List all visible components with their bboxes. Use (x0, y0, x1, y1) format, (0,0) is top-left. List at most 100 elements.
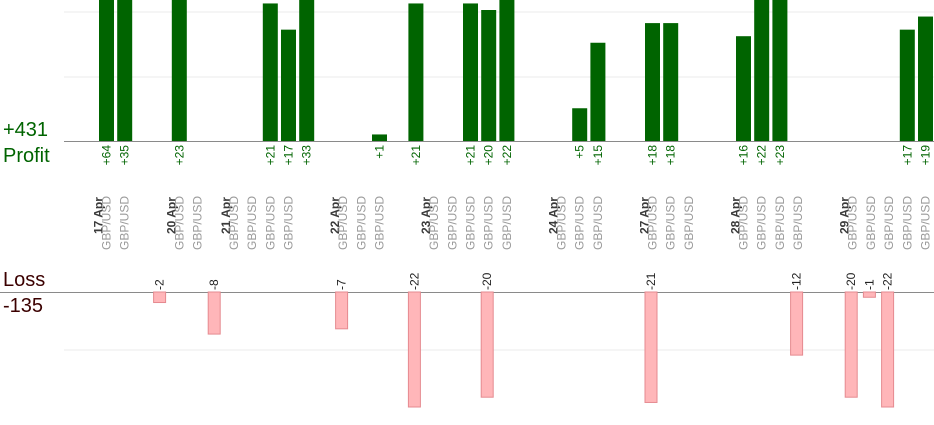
profit-bar (590, 42, 606, 141)
pair-label: GBP/USD (882, 196, 896, 250)
date-label: 20 Apr (164, 197, 178, 234)
date-label: 22 Apr (328, 197, 342, 234)
pair-label: GBP/USD (427, 196, 441, 250)
profit-value-label: +23 (773, 145, 787, 166)
pair-label: GBP/USD (172, 196, 186, 250)
loss-bar (644, 291, 658, 403)
profit-bar (499, 0, 515, 141)
pair-label: GBP/USD (773, 196, 787, 250)
loss-bar (407, 291, 421, 408)
pair-label: GBP/USD (591, 196, 605, 250)
loss-value-label: -7 (335, 279, 349, 290)
profit-bar (899, 29, 915, 141)
profit-total: +431 (3, 119, 49, 141)
profit-bar (772, 0, 788, 141)
loss-bar (881, 291, 895, 408)
pair-label: GBP/USD (227, 196, 241, 250)
profit-bar (262, 3, 278, 142)
pair-label: GBP/USD (646, 196, 660, 250)
profit-bar (463, 3, 478, 142)
loss-value-label: -2 (153, 279, 167, 290)
profit-value-label: +19 (919, 145, 933, 166)
profit-value-label: +16 (737, 145, 751, 166)
profit-bar (372, 134, 387, 141)
pair-label: GBP/USD (100, 196, 114, 250)
loss-title: Loss (3, 269, 46, 291)
loss-total: -135 (3, 295, 44, 317)
loss-value-label: -22 (881, 272, 895, 290)
date-label: 28 Apr (729, 197, 743, 234)
pair-label: GBP/USD (555, 196, 569, 250)
date-label: 17 Apr (92, 197, 106, 234)
profit-value-label: +21 (409, 145, 423, 166)
loss-bar (153, 291, 167, 304)
loss-bar (207, 291, 221, 335)
loss-value-label: -21 (644, 272, 658, 290)
loss-bar (790, 291, 804, 356)
profit-bar (299, 0, 315, 141)
profit-value-label: +23 (172, 145, 186, 166)
pair-label: GBP/USD (919, 196, 933, 250)
profit-bar (663, 23, 679, 142)
profit-value-label: +21 (263, 145, 277, 166)
pair-label: GBP/USD (900, 196, 914, 250)
pair-label: GBP/USD (864, 196, 878, 250)
profit-value-label: +22 (755, 145, 769, 166)
profit-value-label: +17 (282, 145, 296, 166)
profit-value-label: +1 (373, 145, 387, 159)
profit-value-label: +15 (591, 145, 605, 166)
pair-label: GBP/USD (445, 196, 459, 250)
profit-value-label: +64 (100, 145, 114, 166)
profit-bar (117, 0, 133, 141)
profit-value-label: +5 (573, 145, 587, 159)
pair-label: GBP/USD (191, 196, 205, 250)
profit-bar (645, 23, 660, 142)
pair-label: GBP/USD (664, 196, 678, 250)
pair-label: GBP/USD (791, 196, 805, 250)
profit-bar (281, 29, 296, 141)
pair-label: GBP/USD (755, 196, 769, 250)
pair-label: GBP/USD (464, 196, 478, 250)
loss-bar (862, 291, 876, 298)
pair-label: GBP/USD (682, 196, 696, 250)
loss-value-label: -20 (480, 272, 494, 290)
date-label: 29 Apr (838, 197, 852, 234)
profit-value-label: +20 (482, 145, 496, 166)
date-label: 21 Apr (219, 197, 233, 234)
profit-value-label: +18 (664, 145, 678, 166)
pair-label: GBP/USD (482, 196, 496, 250)
pair-label: GBP/USD (336, 196, 350, 250)
pair-label: GBP/USD (846, 196, 860, 250)
profit-bar (408, 3, 424, 142)
pair-label: GBP/USD (354, 196, 368, 250)
loss-value-label: -12 (790, 272, 804, 290)
pair-label: GBP/USD (500, 196, 514, 250)
pair-label: GBP/USD (263, 196, 277, 250)
profit-value-label: +18 (646, 145, 660, 166)
profit-bar (171, 0, 187, 141)
pair-label: GBP/USD (737, 196, 751, 250)
pair-label: GBP/USD (118, 196, 132, 250)
profit-title: Profit (3, 145, 50, 167)
loss-value-label: -22 (407, 272, 421, 290)
date-label: 27 Apr (638, 197, 652, 234)
loss-value-label: -1 (862, 279, 876, 290)
loss-value-label: -20 (844, 272, 858, 290)
profit-value-label: +22 (500, 145, 514, 166)
date-label: 24 Apr (547, 197, 561, 234)
profit-bar (918, 16, 933, 141)
profit-bar (572, 108, 588, 141)
profit-value-label: +33 (300, 145, 314, 166)
profit-bar (736, 36, 751, 142)
pair-label: GBP/USD (373, 196, 387, 250)
profit-bar (481, 10, 497, 141)
profit-value-label: +17 (900, 145, 914, 166)
pair-label: GBP/USD (573, 196, 587, 250)
loss-value-label: -8 (207, 279, 221, 290)
profit-value-label: +35 (118, 145, 132, 166)
pair-label: GBP/USD (245, 196, 259, 250)
profit-bar (754, 0, 770, 141)
profit-value-label: +21 (464, 145, 478, 166)
